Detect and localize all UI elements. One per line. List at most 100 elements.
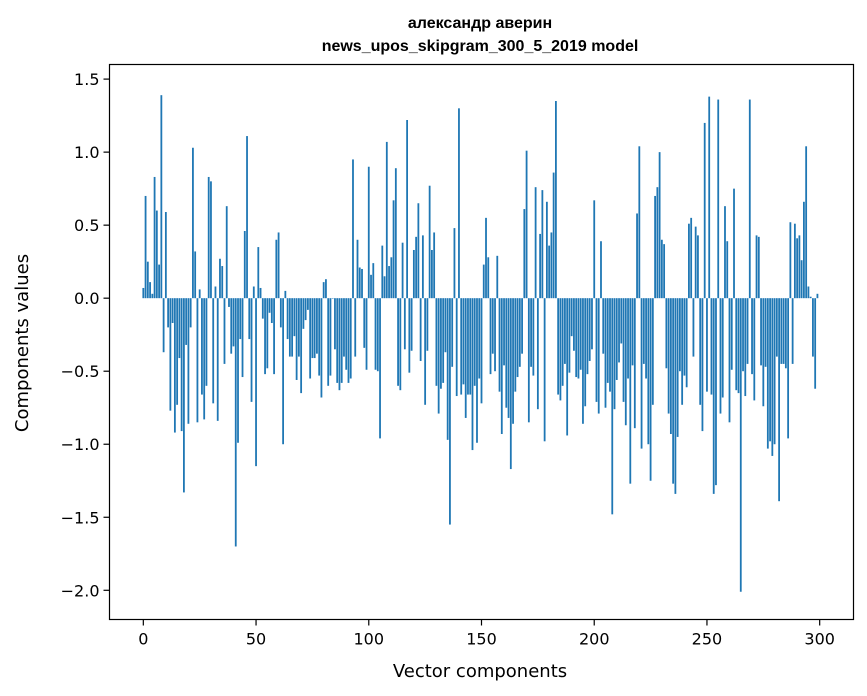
bar-197 bbox=[586, 298, 589, 375]
bar-251 bbox=[708, 96, 711, 299]
bar-170 bbox=[525, 150, 528, 299]
bar-229 bbox=[658, 152, 661, 299]
y-tick-label-4: −0.5 bbox=[61, 362, 100, 381]
bar-31 bbox=[212, 298, 215, 404]
x-tick-label-300: 300 bbox=[804, 630, 835, 649]
bar-98 bbox=[363, 298, 366, 348]
bar-211 bbox=[618, 298, 620, 363]
bar-270 bbox=[751, 298, 753, 375]
bar-180 bbox=[548, 245, 551, 299]
bar-148 bbox=[476, 298, 478, 443]
bar-223 bbox=[645, 298, 647, 379]
bar-190 bbox=[570, 298, 573, 337]
bar-216 bbox=[629, 298, 632, 484]
bar-220 bbox=[638, 146, 641, 299]
bar-264 bbox=[737, 298, 740, 394]
bar-56 bbox=[268, 298, 271, 313]
bar-136 bbox=[449, 298, 451, 525]
bar-173 bbox=[532, 298, 535, 376]
bar-21 bbox=[189, 298, 192, 328]
bar-19 bbox=[185, 298, 188, 345]
bar-76 bbox=[313, 298, 316, 359]
y-tick-label-1: 1.0 bbox=[74, 143, 99, 162]
bar-187 bbox=[564, 298, 566, 364]
bar-105 bbox=[379, 298, 381, 439]
bar-189 bbox=[568, 298, 571, 373]
bar-169 bbox=[523, 209, 526, 299]
bar-142 bbox=[462, 298, 465, 385]
bar-126 bbox=[426, 298, 429, 351]
bar-285 bbox=[784, 298, 787, 369]
bar-290 bbox=[796, 238, 799, 299]
bar-11 bbox=[167, 298, 170, 328]
bar-168 bbox=[521, 298, 523, 354]
bar-199 bbox=[591, 298, 593, 350]
bar-268 bbox=[746, 298, 749, 364]
bar-184 bbox=[557, 298, 560, 395]
bar-272 bbox=[755, 235, 758, 299]
bar-106 bbox=[381, 245, 384, 299]
bars-group bbox=[142, 95, 819, 592]
bar-101 bbox=[370, 274, 372, 299]
bar-221 bbox=[640, 298, 643, 449]
bar-99 bbox=[365, 298, 368, 370]
bar-80 bbox=[322, 282, 325, 299]
bar-83 bbox=[329, 298, 332, 376]
bar-248 bbox=[701, 298, 704, 432]
bar-288 bbox=[791, 298, 794, 364]
bar-265 bbox=[739, 298, 742, 592]
y-tick-label-7: −2.0 bbox=[61, 581, 100, 600]
bar-88 bbox=[340, 298, 343, 383]
bar-154 bbox=[489, 298, 492, 375]
bar-89 bbox=[343, 298, 345, 357]
bar-1 bbox=[144, 195, 147, 299]
bar-129 bbox=[433, 232, 436, 299]
bar-196 bbox=[584, 298, 587, 407]
bar-277 bbox=[766, 298, 769, 449]
bar-186 bbox=[561, 298, 564, 386]
bar-23 bbox=[194, 251, 197, 299]
bar-8 bbox=[160, 95, 163, 299]
bar-214 bbox=[624, 298, 627, 426]
bar-188 bbox=[566, 298, 569, 436]
bar-123 bbox=[419, 298, 422, 361]
bar-140 bbox=[458, 108, 460, 299]
bar-112 bbox=[394, 168, 397, 299]
bar-59 bbox=[275, 239, 278, 299]
bar-86 bbox=[336, 298, 339, 383]
x-axis-ticks: 0 50 100 150 200 250 300 bbox=[138, 619, 835, 649]
bar-49 bbox=[252, 286, 255, 299]
bar-175 bbox=[536, 298, 539, 410]
bar-48 bbox=[250, 298, 253, 402]
bar-193 bbox=[577, 298, 580, 379]
bar-62 bbox=[282, 298, 284, 445]
bar-166 bbox=[516, 298, 519, 378]
bar-271 bbox=[753, 298, 756, 401]
bar-233 bbox=[667, 298, 670, 414]
bar-279 bbox=[771, 298, 774, 456]
bar-293 bbox=[803, 201, 805, 299]
bar-27 bbox=[203, 298, 206, 420]
chart-title-line1: александр аверин bbox=[408, 15, 552, 32]
bar-191 bbox=[573, 298, 575, 351]
bar-70 bbox=[300, 298, 303, 394]
bar-286 bbox=[787, 298, 790, 439]
bar-35 bbox=[221, 266, 224, 299]
bar-235 bbox=[672, 298, 675, 484]
bar-267 bbox=[744, 298, 747, 397]
bar-92 bbox=[349, 298, 352, 379]
bar-257 bbox=[721, 298, 724, 398]
bar-5 bbox=[153, 176, 156, 299]
x-tick-label-200: 200 bbox=[579, 630, 610, 649]
bar-25 bbox=[198, 289, 201, 299]
bar-241 bbox=[685, 298, 688, 388]
bar-69 bbox=[297, 298, 300, 357]
bar-287 bbox=[789, 222, 792, 299]
bar-24 bbox=[196, 298, 199, 423]
bar-158 bbox=[498, 298, 501, 392]
bar-171 bbox=[527, 298, 530, 423]
bar-167 bbox=[518, 298, 521, 367]
bar-258 bbox=[724, 206, 726, 299]
bar-53 bbox=[261, 298, 264, 319]
bar-103 bbox=[374, 298, 377, 370]
